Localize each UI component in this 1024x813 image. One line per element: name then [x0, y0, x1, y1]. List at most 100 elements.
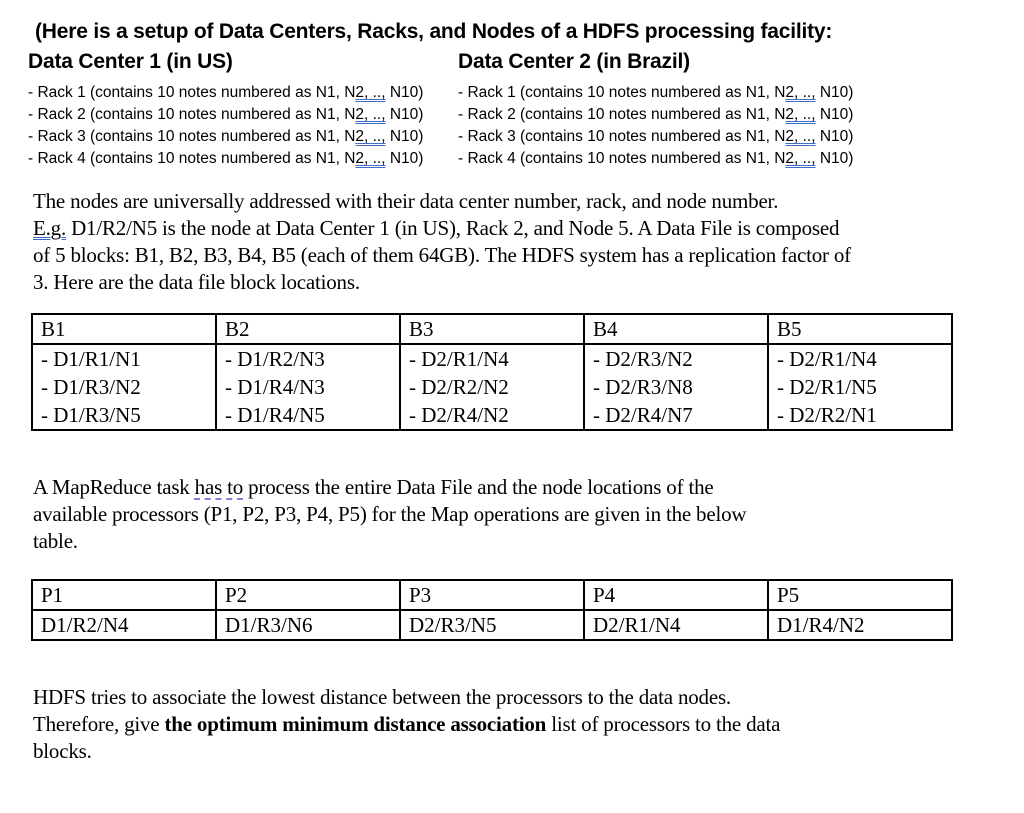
cell-line: - D2/R1/N4 [777, 347, 877, 371]
mapreduce-paragraph: A MapReduce task has to process the enti… [33, 474, 747, 555]
table-cell: D1/R3/N6 [215, 609, 401, 641]
paragraph-line: of 5 blocks: B1, B2, B3, B4, B5 (each of… [33, 242, 851, 269]
text-segment: process the entire Data File and the nod… [243, 475, 714, 499]
text-grammar: 2, .., [355, 128, 386, 145]
paragraph-line: 3. Here are the data file block location… [33, 269, 851, 296]
rack-line: - Rack 2 (contains 10 notes numbered as … [458, 104, 853, 126]
table-head: B1 B2 B3 B4 B5 [31, 313, 953, 345]
text-segment: The nodes are universally addressed with… [33, 189, 779, 213]
text-segment: - Rack 4 (contains 10 notes numbered as … [28, 150, 356, 167]
table-row: D1/R2/N4 D1/R3/N6 D2/R3/N5 D2/R1/N4 D1/R4/N2 [31, 609, 953, 641]
table-cell: D1/R4/N2 [767, 609, 953, 641]
processors-table: P1 P2 P3 P4 P5 D1/R2/N4 D1/R3/N6 D2/R3/N5 D2/R1/… [31, 579, 953, 641]
cell-line: - D2/R1/N5 [777, 375, 877, 399]
rack-line: - Rack 3 (contains 10 notes numbered as … [28, 126, 423, 148]
text-segment: N10) [385, 128, 424, 145]
paragraph-line: E.g. D1/R2/N5 is the node at Data Center… [33, 215, 851, 242]
cell-line: - D2/R4/N7 [593, 403, 693, 427]
text-segment: N10) [815, 150, 854, 167]
text-segment: available processors (P1, P2, P3, P4, P5… [33, 502, 747, 526]
header-cell: B1 [31, 313, 217, 345]
text-segment: - Rack 2 (contains 10 notes numbered as … [458, 106, 786, 123]
text-segment: list of processors to the data [546, 712, 781, 736]
text-segment: N10) [815, 106, 854, 123]
paragraph-line: The nodes are universally addressed with… [33, 188, 851, 215]
table-header-row: P1 P2 P3 P4 P5 [31, 579, 953, 611]
text-segment: blocks. [33, 739, 92, 763]
text-segment: - Rack 2 (contains 10 notes numbered as … [28, 106, 356, 123]
header-cell: B5 [767, 313, 953, 345]
datacenter-2-title: Data Center 2 (in Brazil) [458, 50, 690, 73]
text-segment: N10) [385, 106, 424, 123]
table-cell: D2/R1/N4 [583, 609, 769, 641]
cell-line: - D1/R3/N2 [41, 375, 141, 399]
table-head: P1 P2 P3 P4 P5 [31, 579, 953, 611]
text-segment: D1/R2/N5 is the node at Data Center 1 (i… [66, 216, 840, 240]
cell-line: - D2/R3/N2 [593, 347, 693, 371]
header-cell: P4 [583, 579, 769, 611]
text-segment: HDFS tries to associate the lowest dista… [33, 685, 731, 709]
text-grammar: 2, .., [785, 84, 816, 101]
paragraph-line: HDFS tries to associate the lowest dista… [33, 684, 780, 711]
text-grammar: E.g. [33, 216, 67, 240]
intro-text: (Here is a setup of Data Centers, Racks,… [35, 20, 833, 43]
text-grammar: 2, .., [355, 106, 386, 123]
datacenter-1-title: Data Center 1 (in US) [28, 50, 233, 73]
text-segment: 3. Here are the data file block location… [33, 270, 360, 294]
text-segment: Therefore, give [33, 712, 165, 736]
datacenter-2-section: Data Center 2 (in Brazil) - Rack 1 (cont… [458, 50, 853, 170]
cell-line: - D2/R3/N8 [593, 375, 693, 399]
table-cell: - D2/R1/N4 - D2/R1/N5 - D2/R2/N1 [767, 343, 953, 431]
rack-line: - Rack 4 (contains 10 notes numbered as … [28, 148, 423, 170]
table-cell: D2/R3/N5 [399, 609, 585, 641]
text-segment: N10) [815, 84, 854, 101]
table-cell: - D1/R1/N1 - D1/R3/N2 - D1/R3/N5 [31, 343, 217, 431]
header-cell: B3 [399, 313, 585, 345]
text-grammar: 2, .., [785, 150, 816, 167]
table-cell: D1/R2/N4 [31, 609, 217, 641]
text-segment: A MapReduce task [33, 475, 195, 499]
cell-line: - D2/R1/N4 [409, 347, 509, 371]
text-segment: - Rack 3 (contains 10 notes numbered as … [28, 128, 356, 145]
paragraph-line: A MapReduce task has to process the enti… [33, 474, 746, 501]
text-segment: - Rack 1 (contains 10 notes numbered as … [458, 84, 786, 101]
cell-line: - D2/R4/N2 [409, 403, 509, 427]
text-grammar: 2, .., [355, 84, 386, 101]
rack-line: - Rack 2 (contains 10 notes numbered as … [28, 104, 423, 126]
table-cell: - D1/R2/N3 - D1/R4/N3 - D1/R4/N5 [215, 343, 401, 431]
cell-line: - D1/R4/N5 [225, 403, 325, 427]
header-cell: P5 [767, 579, 953, 611]
text-clarity: has to [194, 475, 244, 499]
text-grammar: 2, .., [785, 106, 816, 123]
paragraph-line: blocks. [33, 738, 780, 765]
text-segment: table. [33, 529, 78, 553]
block-locations-table: B1 B2 B3 B4 B5- D1/R1/N1- D1/R3/N2- D1/R3/N5… [31, 313, 953, 431]
table-body: - D1/R1/N1 - D1/R3/N2 - D1/R3/N5 - D1/R2/N3… [31, 343, 953, 431]
text-segment: N10) [385, 150, 424, 167]
cell-line: - D2/R2/N1 [777, 403, 877, 427]
text-segment: of 5 blocks: B1, B2, B3, B4, B5 (each of… [33, 243, 851, 267]
datacenter-2-rack-list: - Rack 1 (contains 10 notes numbered as … [458, 82, 853, 170]
text-segment: - Rack 3 (contains 10 notes numbered as … [458, 128, 786, 145]
text-segment: N10) [385, 84, 424, 101]
cell-line: - D1/R2/N3 [225, 347, 325, 371]
text-bold: the optimum minimum distance association [164, 712, 547, 736]
text-grammar: 2, .., [355, 150, 386, 167]
addressing-paragraph: The nodes are universally addressed with… [33, 188, 851, 296]
header-cell: P1 [31, 579, 217, 611]
header-cell: P3 [399, 579, 585, 611]
rack-line: - Rack 4 (contains 10 notes numbered as … [458, 148, 853, 170]
question-paragraph: HDFS tries to associate the lowest dista… [33, 684, 780, 765]
cell-line: - D1/R4/N3 [225, 375, 325, 399]
cell-line: - D2/R2/N2 [409, 375, 509, 399]
text-grammar: 2, .., [785, 128, 816, 145]
table-body: D1/R2/N4 D1/R3/N6 D2/R3/N5 D2/R1/N4 D1/R4/N2 [31, 609, 953, 641]
rack-line: - Rack 3 (contains 10 notes numbered as … [458, 126, 853, 148]
table-row: - D1/R1/N1 - D1/R3/N2 - D1/R3/N5 - D1/R2/N3… [31, 343, 953, 431]
rack-line: - Rack 1 (contains 10 notes numbered as … [458, 82, 853, 104]
text-segment: N10) [815, 128, 854, 145]
header-cell: B4 [583, 313, 769, 345]
cell-line: - D1/R1/N1 [41, 347, 141, 371]
header-cell: P2 [215, 579, 401, 611]
datacenter-1-rack-list: - Rack 1 (contains 10 notes numbered as … [28, 82, 423, 170]
